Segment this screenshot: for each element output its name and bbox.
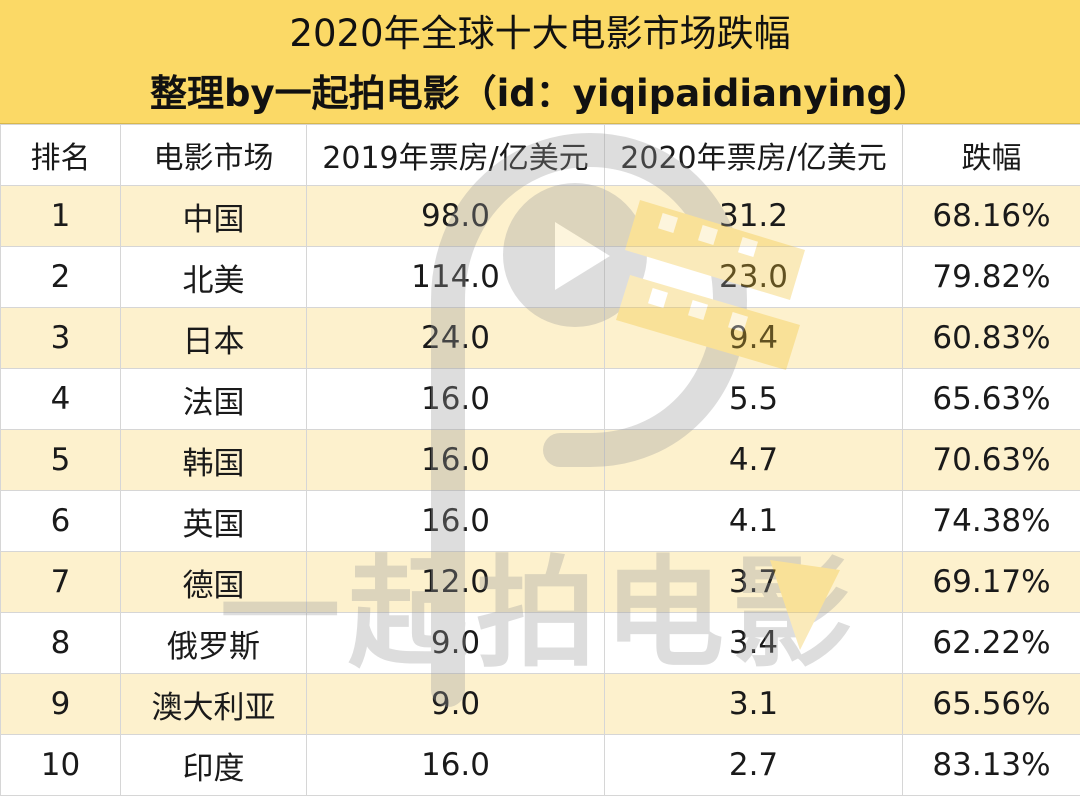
- cell-decline[interactable]: 83.13%: [903, 735, 1080, 796]
- cell-2020[interactable]: 3.1: [605, 674, 903, 735]
- cell-2020[interactable]: 3.7: [605, 552, 903, 613]
- cell-rank[interactable]: 7: [1, 552, 121, 613]
- cell-rank[interactable]: 9: [1, 674, 121, 735]
- table-row: 7 德国 12.0 3.7 69.17%: [1, 552, 1080, 613]
- cell-2020[interactable]: 31.2: [605, 186, 903, 247]
- sheet-title: 2020年全球十大电影市场跌幅: [0, 12, 1080, 56]
- cell-market[interactable]: 德国: [121, 552, 307, 613]
- cell-2019[interactable]: 12.0: [307, 552, 605, 613]
- cell-decline[interactable]: 70.63%: [903, 430, 1080, 491]
- cell-decline[interactable]: 69.17%: [903, 552, 1080, 613]
- cell-rank[interactable]: 8: [1, 613, 121, 674]
- header-rank[interactable]: 排名: [1, 125, 121, 186]
- cell-2019[interactable]: 16.0: [307, 369, 605, 430]
- table-row: 2 北美 114.0 23.0 79.82%: [1, 247, 1080, 308]
- cell-decline[interactable]: 65.56%: [903, 674, 1080, 735]
- title-block: 2020年全球十大电影市场跌幅 整理by一起拍电影（id：yiqipaidian…: [0, 0, 1080, 124]
- table-row: 8 俄罗斯 9.0 3.4 62.22%: [1, 613, 1080, 674]
- cell-2019[interactable]: 114.0: [307, 247, 605, 308]
- table-row: 9 澳大利亚 9.0 3.1 65.56%: [1, 674, 1080, 735]
- header-market[interactable]: 电影市场: [121, 125, 307, 186]
- cell-rank[interactable]: 10: [1, 735, 121, 796]
- cell-market[interactable]: 澳大利亚: [121, 674, 307, 735]
- cell-decline[interactable]: 79.82%: [903, 247, 1080, 308]
- header-decline[interactable]: 跌幅: [903, 125, 1080, 186]
- cell-2020[interactable]: 4.7: [605, 430, 903, 491]
- cell-decline[interactable]: 60.83%: [903, 308, 1080, 369]
- cell-2020[interactable]: 23.0: [605, 247, 903, 308]
- header-row: 排名 电影市场 2019年票房/亿美元 2020年票房/亿美元 跌幅: [1, 125, 1080, 186]
- cell-rank[interactable]: 2: [1, 247, 121, 308]
- cell-rank[interactable]: 4: [1, 369, 121, 430]
- cell-market[interactable]: 中国: [121, 186, 307, 247]
- cell-2019[interactable]: 98.0: [307, 186, 605, 247]
- cell-2020[interactable]: 3.4: [605, 613, 903, 674]
- cell-2019[interactable]: 9.0: [307, 674, 605, 735]
- table-row: 1 中国 98.0 31.2 68.16%: [1, 186, 1080, 247]
- cell-decline[interactable]: 68.16%: [903, 186, 1080, 247]
- cell-decline[interactable]: 62.22%: [903, 613, 1080, 674]
- cell-market[interactable]: 英国: [121, 491, 307, 552]
- cell-rank[interactable]: 5: [1, 430, 121, 491]
- cell-rank[interactable]: 6: [1, 491, 121, 552]
- cell-market[interactable]: 韩国: [121, 430, 307, 491]
- table-row: 4 法国 16.0 5.5 65.63%: [1, 369, 1080, 430]
- cell-market[interactable]: 北美: [121, 247, 307, 308]
- cell-2020[interactable]: 9.4: [605, 308, 903, 369]
- cell-2019[interactable]: 16.0: [307, 735, 605, 796]
- cell-2019[interactable]: 16.0: [307, 430, 605, 491]
- table-row: 5 韩国 16.0 4.7 70.63%: [1, 430, 1080, 491]
- table-row: 10 印度 16.0 2.7 83.13%: [1, 735, 1080, 796]
- cell-2020[interactable]: 2.7: [605, 735, 903, 796]
- cell-rank[interactable]: 3: [1, 308, 121, 369]
- cell-2019[interactable]: 9.0: [307, 613, 605, 674]
- cell-market[interactable]: 日本: [121, 308, 307, 369]
- cell-2020[interactable]: 5.5: [605, 369, 903, 430]
- cell-2019[interactable]: 16.0: [307, 491, 605, 552]
- cell-decline[interactable]: 65.63%: [903, 369, 1080, 430]
- table-row: 6 英国 16.0 4.1 74.38%: [1, 491, 1080, 552]
- cell-rank[interactable]: 1: [1, 186, 121, 247]
- cell-market[interactable]: 法国: [121, 369, 307, 430]
- box-office-table: 排名 电影市场 2019年票房/亿美元 2020年票房/亿美元 跌幅 1 中国 …: [0, 124, 1080, 796]
- cell-2020[interactable]: 4.1: [605, 491, 903, 552]
- cell-market[interactable]: 俄罗斯: [121, 613, 307, 674]
- header-2020-box-office[interactable]: 2020年票房/亿美元: [605, 125, 903, 186]
- cell-2019[interactable]: 24.0: [307, 308, 605, 369]
- cell-market[interactable]: 印度: [121, 735, 307, 796]
- cell-decline[interactable]: 74.38%: [903, 491, 1080, 552]
- header-2019-box-office[interactable]: 2019年票房/亿美元: [307, 125, 605, 186]
- table-row: 3 日本 24.0 9.4 60.83%: [1, 308, 1080, 369]
- sheet-subtitle: 整理by一起拍电影（id：yiqipaidianying）: [0, 72, 1080, 116]
